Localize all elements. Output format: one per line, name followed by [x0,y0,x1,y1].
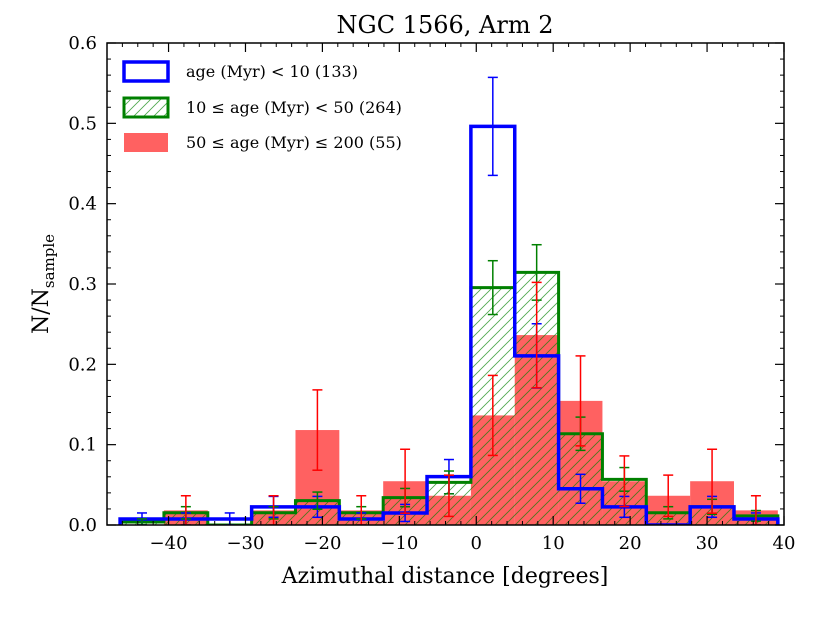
legend-swatch-intermediate [122,96,170,119]
x-tick-label: −20 [303,533,341,554]
legend-label-intermediate: 10 ≤ age (Myr) < 50 (264) [186,98,402,117]
legend: age (Myr) < 10 (133) 10 ≤ age (Myr) < 50 … [122,60,402,152]
legend-label-old: 50 ≤ age (Myr) ≤ 200 (55) [186,133,402,152]
y-axis-title-subscript: sample [40,234,58,288]
x-tick-label: 10 [542,533,565,554]
x-tick-label: 30 [696,533,719,554]
legend-swatch-young [122,60,170,83]
y-tick-label: 0.5 [68,113,97,134]
x-tick-label: 40 [773,533,796,554]
x-tick-label: 0 [471,533,482,554]
y-tick-label: 0.4 [68,194,97,215]
legend-label-young: age (Myr) < 10 (133) [186,62,358,81]
y-tick-label: 0.6 [68,33,97,54]
y-axis-title: N/Nsample [29,234,58,334]
series-young [118,124,780,525]
chart-title: NGC 1566, Arm 2 [337,11,554,39]
x-axis-title: Azimuthal distance [degrees] [281,564,609,589]
axes: −40 −30 −20 −10 0 10 20 30 40 0.0 0.1 0.2 0.3 0.4 0.5 0… [68,33,795,554]
x-tick-label: −30 [226,533,264,554]
legend-swatch-old [124,133,168,152]
x-tick-label: −10 [380,533,418,554]
x-tick-label: 20 [619,533,642,554]
y-tick-label: 0.3 [68,274,97,295]
y-axis-title-main: N/N [29,288,54,334]
step-line-young [118,124,780,525]
y-tick-label: 0.2 [68,354,97,375]
plot-content [118,76,780,525]
y-tick-label: 0.0 [68,515,97,536]
errorbars-2 [180,281,761,525]
y-tick-label: 0.1 [68,435,97,456]
x-tick-label: −40 [150,533,188,554]
